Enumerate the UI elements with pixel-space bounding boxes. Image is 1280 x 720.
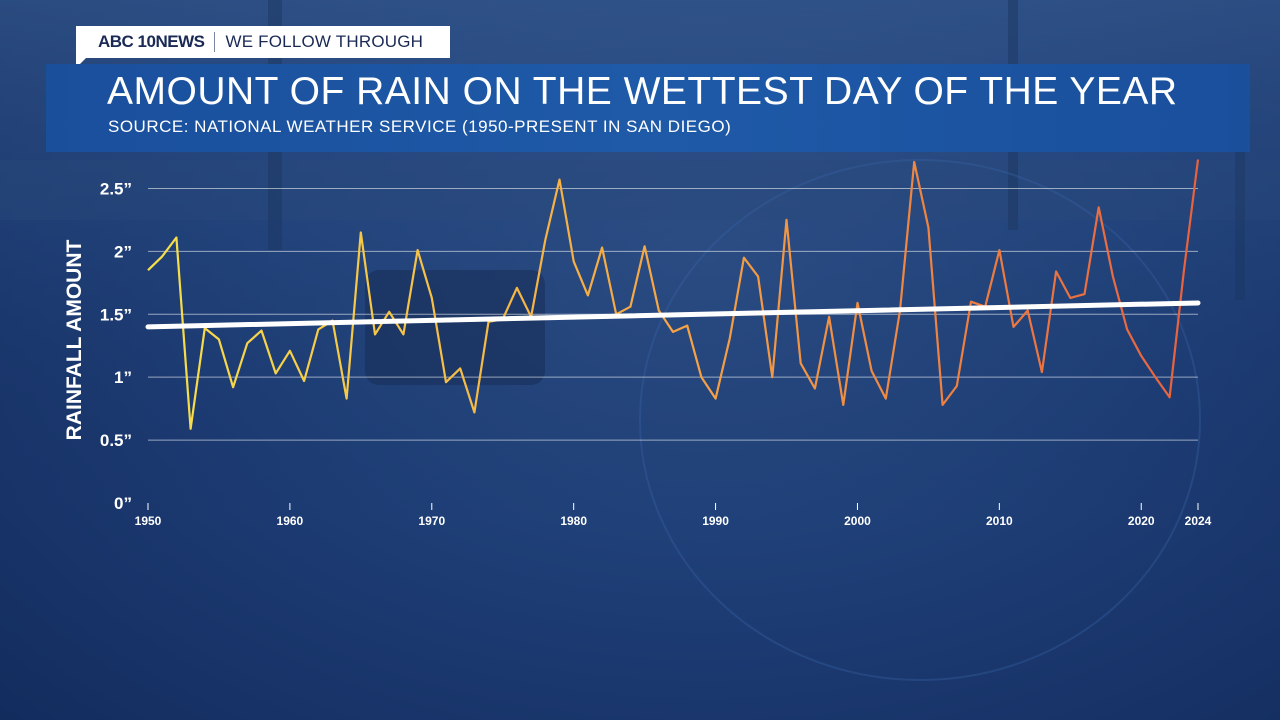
y-tick-labels: 0” 0.5” 1” 1.5” 2” 2.5” (100, 179, 132, 513)
x-tick-label: 2000 (844, 514, 871, 528)
x-tick-label: 1950 (135, 514, 162, 528)
y-tick-label: 2.5” (100, 179, 132, 198)
y-tick-label: 0” (114, 494, 132, 513)
title-band (46, 64, 1250, 152)
y-tick-label: 1.5” (100, 305, 132, 324)
brand-logo: ABC 10NEWS (98, 32, 205, 51)
y-tick-label: 1” (114, 368, 132, 387)
x-tick-label: 1990 (702, 514, 729, 528)
x-tick-label: 1970 (418, 514, 445, 528)
x-tick-label: 2020 (1128, 514, 1155, 528)
brand-banner-tail (76, 58, 86, 68)
data-series (145, 159, 1201, 430)
x-tick-label: 2024 (1185, 514, 1212, 528)
brand-divider (214, 32, 216, 52)
y-tick-label: 2” (114, 242, 132, 261)
x-tick-label: 2010 (986, 514, 1013, 528)
x-tick-label: 1960 (277, 514, 304, 528)
x-tick-labels: 1950 1960 1970 1980 1990 2000 2010 2020 2024 (135, 503, 1212, 528)
y-tick-label: 0.5” (100, 431, 132, 450)
brand-banner: ABC 10NEWS WE FOLLOW THROUGH (76, 26, 450, 58)
chart-title: AMOUNT OF RAIN ON THE WETTEST DAY OF THE… (107, 70, 1178, 113)
chart-subtitle: SOURCE: NATIONAL WEATHER SERVICE (1950-P… (108, 117, 732, 136)
trend-line (145, 300, 1201, 330)
brand-tagline: WE FOLLOW THROUGH (225, 32, 424, 51)
rainfall-line (147, 159, 1200, 430)
x-tick-label: 1980 (560, 514, 587, 528)
